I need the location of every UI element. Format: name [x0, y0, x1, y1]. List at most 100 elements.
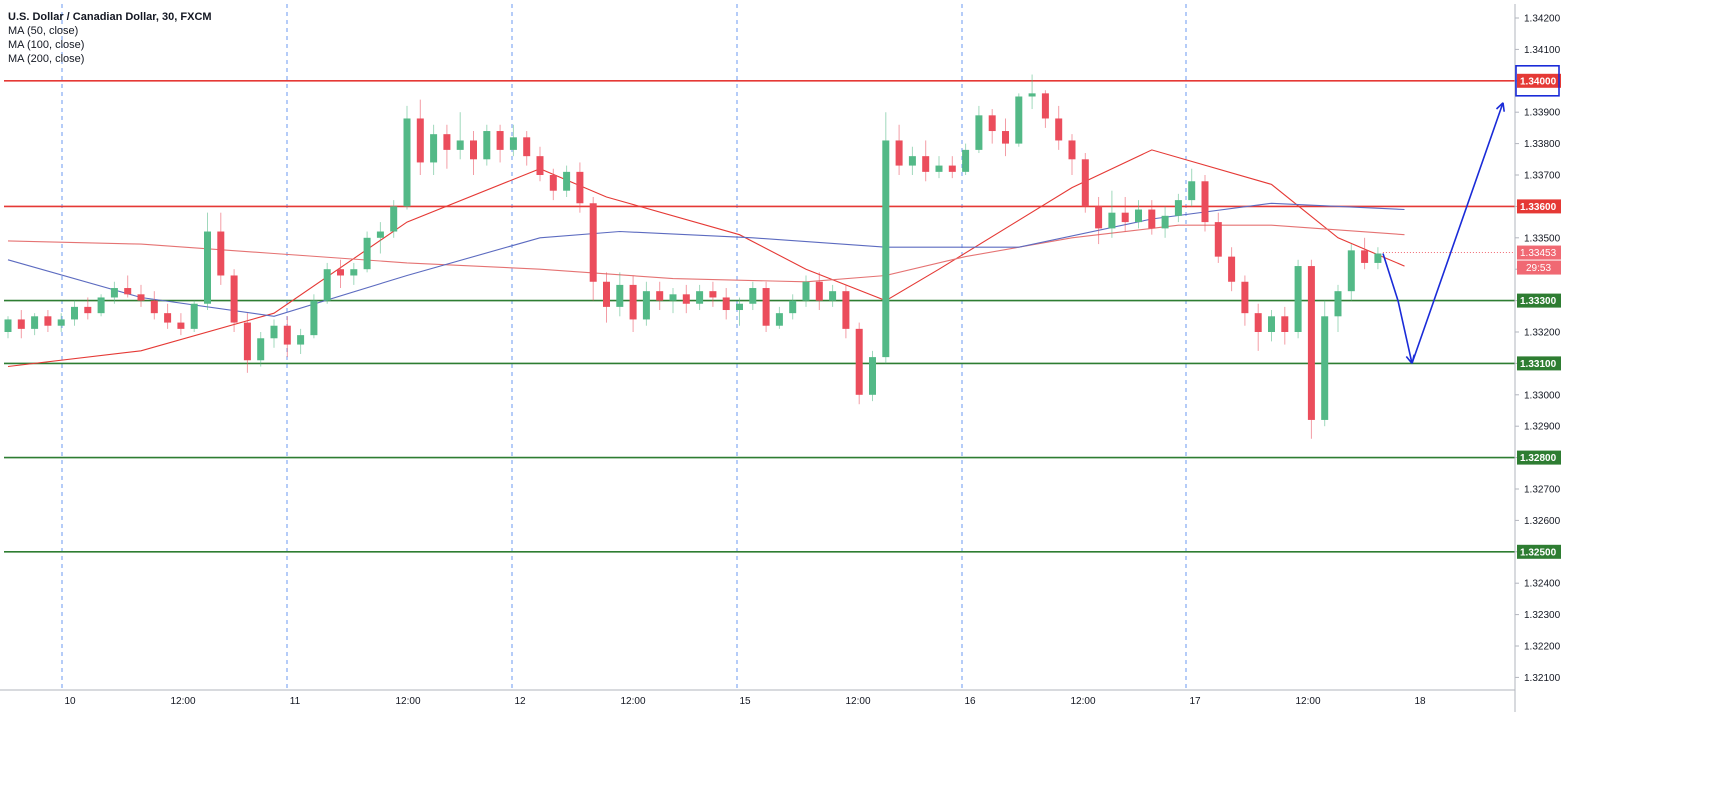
candle-body [416, 118, 424, 163]
x-tick-label: 12:00 [620, 696, 645, 707]
candle [975, 105, 983, 154]
candle [1068, 134, 1076, 175]
candle [257, 332, 265, 367]
projection-arrows [1382, 102, 1505, 364]
candle [1095, 196, 1103, 245]
y-tick-label: 1.32700 [1524, 485, 1561, 496]
candle [1307, 259, 1315, 439]
candle [1161, 206, 1169, 238]
candle [1081, 153, 1089, 213]
candle-body [496, 131, 504, 150]
candle [669, 288, 677, 314]
candle [97, 294, 105, 317]
level-price-tag [1517, 544, 1561, 559]
candle-body [1307, 266, 1315, 420]
candle-body [57, 319, 65, 326]
indicator-label-ma200[interactable]: MA (200, close) [8, 53, 85, 65]
candle [84, 297, 92, 320]
candle [948, 156, 956, 179]
candle [57, 313, 65, 332]
candle [177, 313, 185, 336]
candle-body [190, 303, 198, 329]
candle [297, 328, 305, 354]
candle-body [815, 281, 823, 301]
candle-body [603, 281, 610, 307]
candle-body [350, 269, 358, 276]
candle [536, 146, 544, 182]
candle [31, 313, 39, 336]
y-tick-label: 1.33500 [1524, 233, 1561, 244]
candle [1135, 200, 1142, 229]
indicator-label-ma50[interactable]: MA (50, close) [8, 25, 79, 37]
candle-body [1361, 250, 1369, 263]
x-tick-label: 11 [290, 696, 301, 707]
candle [430, 124, 438, 175]
candle [443, 124, 451, 169]
candle [855, 322, 863, 405]
candle [270, 319, 278, 348]
candle [563, 165, 571, 197]
candle-body [1201, 181, 1209, 223]
candle-body [97, 297, 105, 314]
candle-body [829, 291, 837, 301]
candle [1201, 175, 1209, 232]
candle [470, 131, 477, 175]
candle-body [1081, 159, 1089, 207]
candle-body [1294, 266, 1302, 332]
candle-body [1108, 212, 1116, 229]
candle [204, 212, 211, 311]
candle-body [629, 284, 637, 320]
candle-body [164, 313, 172, 323]
candle [483, 124, 491, 166]
candle [869, 350, 876, 402]
y-tick-label: 1.32400 [1524, 579, 1561, 590]
candle-body [842, 291, 850, 329]
candle-body [217, 231, 225, 276]
candle-body [789, 300, 797, 314]
candle-body [642, 291, 650, 320]
candle [642, 281, 650, 326]
candle-body [1214, 222, 1222, 257]
candle [1148, 200, 1156, 235]
axes: 1.34200 1.34100 1.34000 1.33900 1.33800 1.337… [0, 4, 1561, 712]
candle-body [17, 319, 25, 329]
indicator-label-ma100[interactable]: MA (100, close) [8, 39, 85, 51]
candle-body [802, 281, 810, 301]
candle-body [962, 149, 970, 172]
candle [337, 259, 344, 289]
candle [709, 281, 717, 307]
candle-body [443, 134, 451, 150]
x-tick-label: 12:00 [395, 696, 420, 707]
candle-body [390, 206, 398, 232]
candle [988, 109, 996, 144]
candle-body [1254, 313, 1262, 332]
candle-body [975, 115, 983, 150]
level-price-label: 1.33100 [1520, 359, 1557, 370]
projection-arrow-line [1411, 102, 1504, 364]
candle [682, 284, 690, 314]
x-tick-label: 12:00 [1070, 696, 1095, 707]
candle-body [1268, 316, 1275, 332]
candle-body [709, 291, 717, 298]
candle-body [616, 284, 624, 307]
candle [71, 300, 78, 326]
countdown-tag [1517, 260, 1561, 275]
projection-arrow-head [1495, 102, 1505, 112]
candle-body [124, 288, 132, 295]
candle [1347, 244, 1355, 301]
candle-body [1121, 212, 1129, 223]
candle-body [775, 313, 783, 326]
x-tick-label: 12:00 [845, 696, 870, 707]
candle-body [696, 291, 704, 304]
candle [164, 303, 172, 329]
y-tick-label: 1.33200 [1524, 328, 1561, 339]
candle-body [1148, 209, 1156, 229]
candle [1281, 306, 1289, 345]
candle-body [549, 175, 557, 191]
candle [4, 316, 12, 339]
candle [722, 288, 730, 320]
candle [523, 131, 531, 166]
candle-body [150, 300, 158, 314]
candle-body [1002, 131, 1009, 144]
